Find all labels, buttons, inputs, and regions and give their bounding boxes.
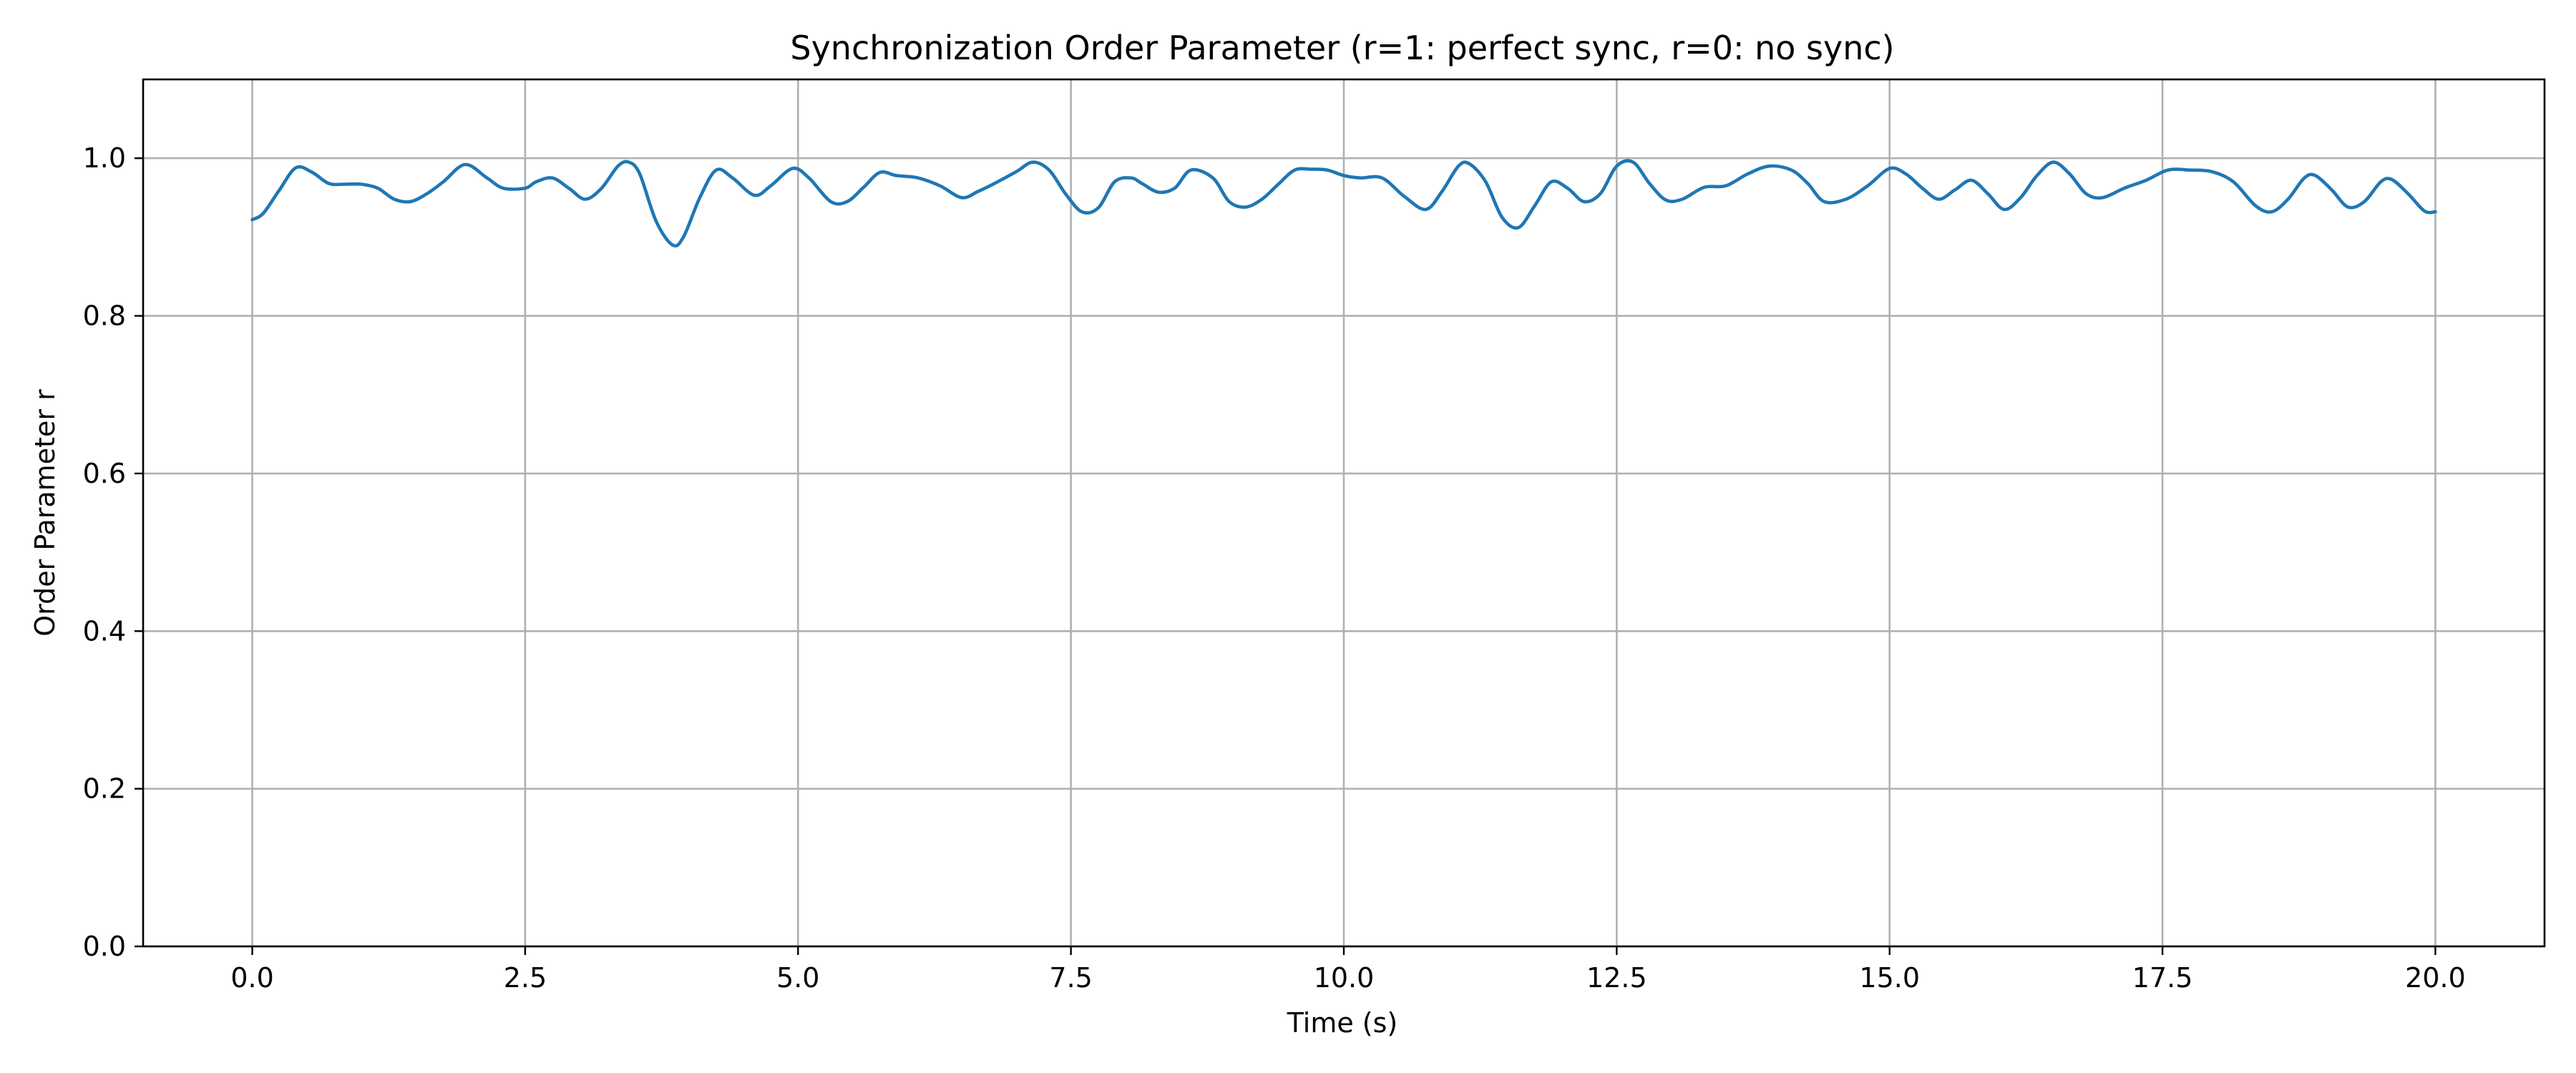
x-tick-label: 20.0 (2405, 962, 2466, 994)
x-tick-label: 12.5 (1586, 962, 1647, 994)
y-tick-label: 0.4 (83, 615, 126, 647)
x-tick-label: 0.0 (230, 962, 273, 994)
chart-title: Synchronization Order Parameter (r=1: pe… (790, 29, 1894, 67)
x-tick-label: 17.5 (2132, 962, 2193, 994)
y-tick-label: 1.0 (83, 142, 126, 174)
y-axis-label: Order Parameter r (29, 389, 61, 637)
y-tick-label: 0.0 (83, 931, 126, 962)
x-axis-label: Time (s) (1287, 1007, 1398, 1039)
y-tick-label: 0.2 (83, 773, 126, 805)
grid-layer (143, 79, 2545, 948)
plot-frame (142, 78, 2546, 948)
y-tick-label: 0.8 (83, 300, 126, 332)
x-tick-label: 2.5 (504, 962, 547, 994)
x-tick-label: 7.5 (1049, 962, 1092, 994)
series-layer (250, 159, 2437, 248)
ticks-layer: 0.0 2.5 5.0 7.5 10.0 12.5 15.0 17.5 20.0 0.0 0.2 0.… (83, 142, 2466, 994)
y-tick-label: 0.6 (83, 458, 126, 489)
x-tick-label: 10.0 (1314, 962, 1375, 994)
x-tick-label: 5.0 (776, 962, 819, 994)
series-line-0 (250, 159, 2437, 248)
x-tick-label: 15.0 (1859, 962, 1920, 994)
